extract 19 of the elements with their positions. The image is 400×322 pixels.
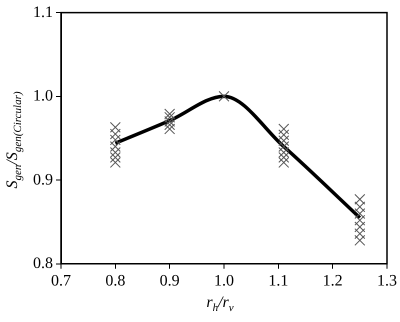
line-series [114, 94, 362, 220]
x-tick-label: 1.1 [268, 272, 288, 290]
y-tick-label: 1.0 [33, 88, 53, 105]
y-tick-label: 0.9 [33, 171, 53, 188]
y-tick-label: 1.1 [33, 4, 53, 21]
x-tick-label: 1.0 [214, 272, 234, 290]
x-tick-label: 1.2 [322, 272, 343, 290]
point [354, 214, 366, 226]
point [354, 208, 366, 220]
point [354, 228, 366, 240]
y-tick-label: 0.8 [33, 255, 53, 272]
x-axis-title: r$_{h}$/r$_{v}$ [205, 294, 235, 314]
x-tick-label: 0.7 [51, 272, 71, 290]
point [354, 234, 366, 246]
x-tick-label: 0.8 [105, 272, 126, 290]
point [218, 90, 230, 102]
x-tick-label: 0.9 [160, 272, 180, 290]
x-tick-label: 1.3 [377, 272, 397, 290]
point [354, 222, 366, 232]
